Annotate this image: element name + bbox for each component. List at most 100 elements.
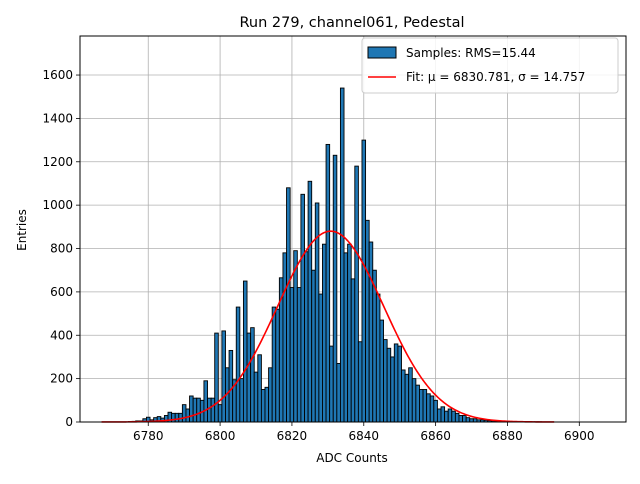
- histogram-bar: [297, 288, 301, 422]
- histogram-bar: [294, 251, 298, 422]
- histogram-bar: [301, 194, 305, 422]
- histogram-bar: [384, 340, 388, 422]
- histogram-bar: [448, 409, 452, 422]
- histogram-bar: [373, 270, 377, 422]
- histogram-bar: [340, 88, 344, 422]
- histogram-bar: [269, 368, 273, 422]
- histogram-bar: [437, 409, 441, 422]
- histogram-bar: [405, 374, 409, 422]
- histogram-bar: [412, 379, 416, 422]
- x-tick-label: 6820: [277, 429, 308, 443]
- histogram-bar: [319, 294, 323, 422]
- histogram-bar: [466, 418, 470, 422]
- histogram-bar: [240, 379, 244, 422]
- histogram-bar: [215, 333, 219, 422]
- histogram-bar: [423, 389, 427, 422]
- histogram-bar: [175, 413, 179, 422]
- histogram-bar: [182, 405, 186, 422]
- histogram-bar: [261, 389, 265, 422]
- histogram-bar: [211, 398, 215, 422]
- y-axis-label: Entries: [15, 209, 29, 251]
- histogram-bar: [290, 288, 294, 422]
- histogram-bar: [362, 140, 366, 422]
- histogram-bar: [452, 411, 456, 422]
- histogram-bar: [416, 385, 420, 422]
- histogram-bar: [193, 398, 197, 422]
- y-tick-label: 600: [50, 285, 73, 299]
- histogram-bar: [272, 307, 276, 422]
- histogram-bar: [330, 346, 334, 422]
- x-tick-label: 6800: [205, 429, 236, 443]
- x-tick-label: 6860: [420, 429, 451, 443]
- histogram-bar: [427, 394, 431, 422]
- histogram-bar: [283, 253, 287, 422]
- x-axis-label: ADC Counts: [316, 451, 388, 465]
- histogram-bar: [459, 415, 463, 422]
- histogram-bar: [355, 166, 359, 422]
- histogram-bar: [337, 363, 341, 422]
- legend-fit-label: Fit: μ = 6830.781, σ = 14.757: [406, 70, 585, 84]
- histogram-bar: [369, 242, 373, 422]
- y-tick-label: 1600: [42, 68, 73, 82]
- x-tick-label: 6900: [564, 429, 595, 443]
- y-tick-label: 1000: [42, 198, 73, 212]
- histogram-bar: [322, 244, 326, 422]
- histogram-bar: [401, 370, 405, 422]
- y-tick-label: 1400: [42, 111, 73, 125]
- histogram-bar: [197, 398, 201, 422]
- histogram-bar: [333, 155, 337, 422]
- histogram-bar: [394, 344, 398, 422]
- histogram-bar: [434, 400, 438, 422]
- histogram-bar: [243, 281, 247, 422]
- histogram-bar: [391, 357, 395, 422]
- histogram-bar: [204, 381, 208, 422]
- histogram-bar: [186, 409, 190, 422]
- histogram-bar: [251, 328, 255, 422]
- histogram-bar: [387, 348, 391, 422]
- histogram-bar: [276, 309, 280, 422]
- histogram-bar: [441, 407, 445, 422]
- histogram-bar: [326, 144, 330, 422]
- histogram-bar: [463, 415, 467, 422]
- histogram-bars: [128, 88, 541, 422]
- histogram-bar: [305, 252, 309, 422]
- histogram-bar: [358, 342, 362, 422]
- histogram-bar: [218, 405, 222, 422]
- y-axis-ticks: 0 200 400 600 800 1000 1200 1400 1600: [42, 68, 80, 429]
- legend: Samples: RMS=15.44 Fit: μ = 6830.781, σ …: [362, 38, 618, 93]
- histogram-bar: [236, 307, 240, 422]
- histogram-bar: [254, 372, 258, 422]
- chart-title: Run 279, channel061, Pedestal: [239, 15, 464, 31]
- histogram-bar: [366, 220, 370, 422]
- histogram-bar: [190, 396, 194, 422]
- histogram-bar: [409, 368, 413, 422]
- histogram-bar: [348, 244, 352, 422]
- histogram-bar: [398, 346, 402, 422]
- histogram-bar: [430, 396, 434, 422]
- histogram-bar: [208, 398, 212, 422]
- histogram-bar: [265, 387, 269, 422]
- histogram-bar: [229, 350, 233, 422]
- histogram-bar: [455, 413, 459, 422]
- y-tick-label: 800: [50, 242, 73, 256]
- histogram-bar: [380, 320, 384, 422]
- histogram-bar: [247, 333, 251, 422]
- histogram-bar: [172, 413, 176, 422]
- histogram-bar: [222, 331, 226, 422]
- histogram-bar: [376, 294, 380, 422]
- x-tick-label: 6840: [349, 429, 380, 443]
- histogram-bar: [445, 411, 449, 422]
- y-tick-label: 1200: [42, 155, 73, 169]
- y-tick-label: 400: [50, 328, 73, 342]
- histogram-bar: [419, 389, 423, 422]
- histogram-bar: [258, 355, 262, 422]
- histogram-bar: [312, 270, 316, 422]
- y-tick-label: 200: [50, 372, 73, 386]
- x-tick-label: 6780: [133, 429, 164, 443]
- y-tick-label: 0: [65, 415, 73, 429]
- histogram-bar: [287, 188, 291, 422]
- histogram-bar: [308, 181, 312, 422]
